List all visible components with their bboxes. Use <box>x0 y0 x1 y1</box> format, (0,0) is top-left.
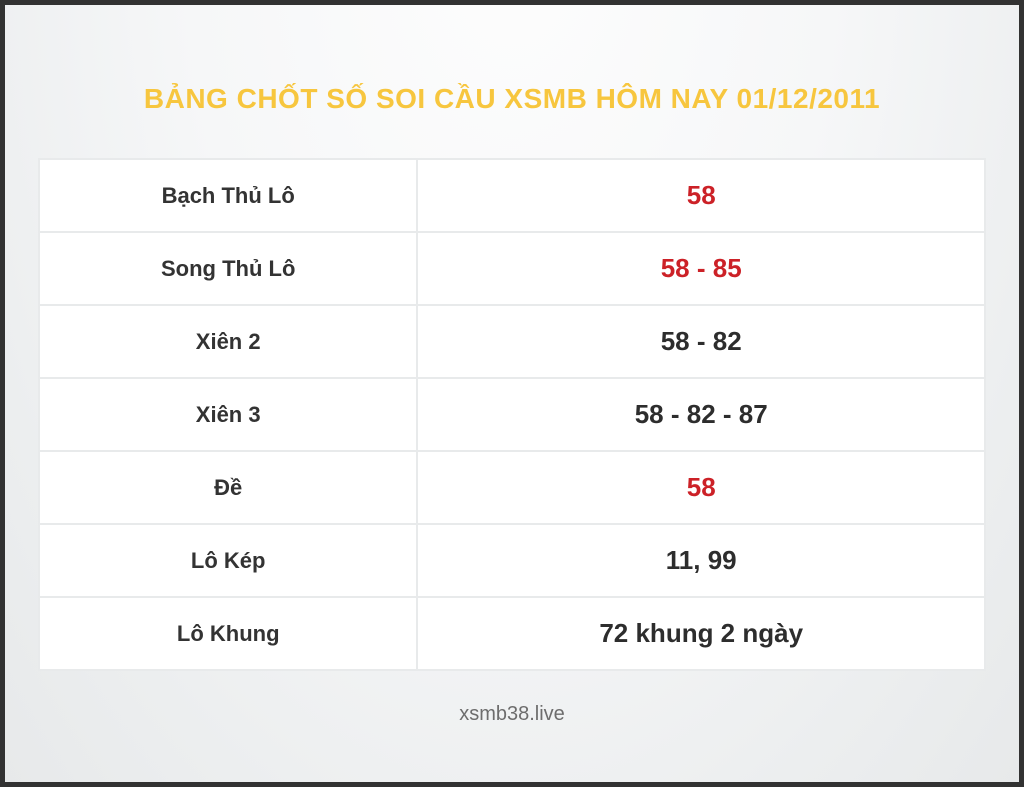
row-value: 58 - 82 <box>416 304 986 379</box>
row-label: Lô Khung <box>37 596 419 671</box>
row-value: 11, 99 <box>416 523 986 598</box>
table-row: Xiên 3 58 - 82 - 87 <box>37 377 986 452</box>
row-label: Song Thủ Lô <box>37 231 419 306</box>
page-title: BẢNG CHỐT SỐ SOI CẦU XSMB HÔM NAY 01/12/… <box>143 83 881 114</box>
table-row: Bạch Thủ Lô 58 <box>37 158 986 233</box>
table-row: Lô Khung 72 khung 2 ngày <box>37 596 986 671</box>
row-value: 58 <box>416 450 986 525</box>
row-value: 72 khung 2 ngày <box>416 596 986 671</box>
table-row: Xiên 2 58 - 82 <box>37 304 986 379</box>
table-row: Song Thủ Lô 58 - 85 <box>37 231 986 306</box>
row-label: Bạch Thủ Lô <box>37 158 419 233</box>
row-label: Xiên 3 <box>37 377 419 452</box>
prediction-table: Bạch Thủ Lô 58 Song Thủ Lô 58 - 85 Xiên … <box>37 158 986 671</box>
row-value: 58 <box>416 158 986 233</box>
row-value: 58 - 82 - 87 <box>416 377 986 452</box>
table-row: Đề 58 <box>37 450 986 525</box>
row-label: Lô Kép <box>37 523 419 598</box>
row-label: Đề <box>37 450 419 525</box>
row-value: 58 - 85 <box>416 231 986 306</box>
table-row: Lô Kép 11, 99 <box>37 523 986 598</box>
row-label: Xiên 2 <box>37 304 419 379</box>
site-watermark: xsmb38.live <box>459 703 565 725</box>
